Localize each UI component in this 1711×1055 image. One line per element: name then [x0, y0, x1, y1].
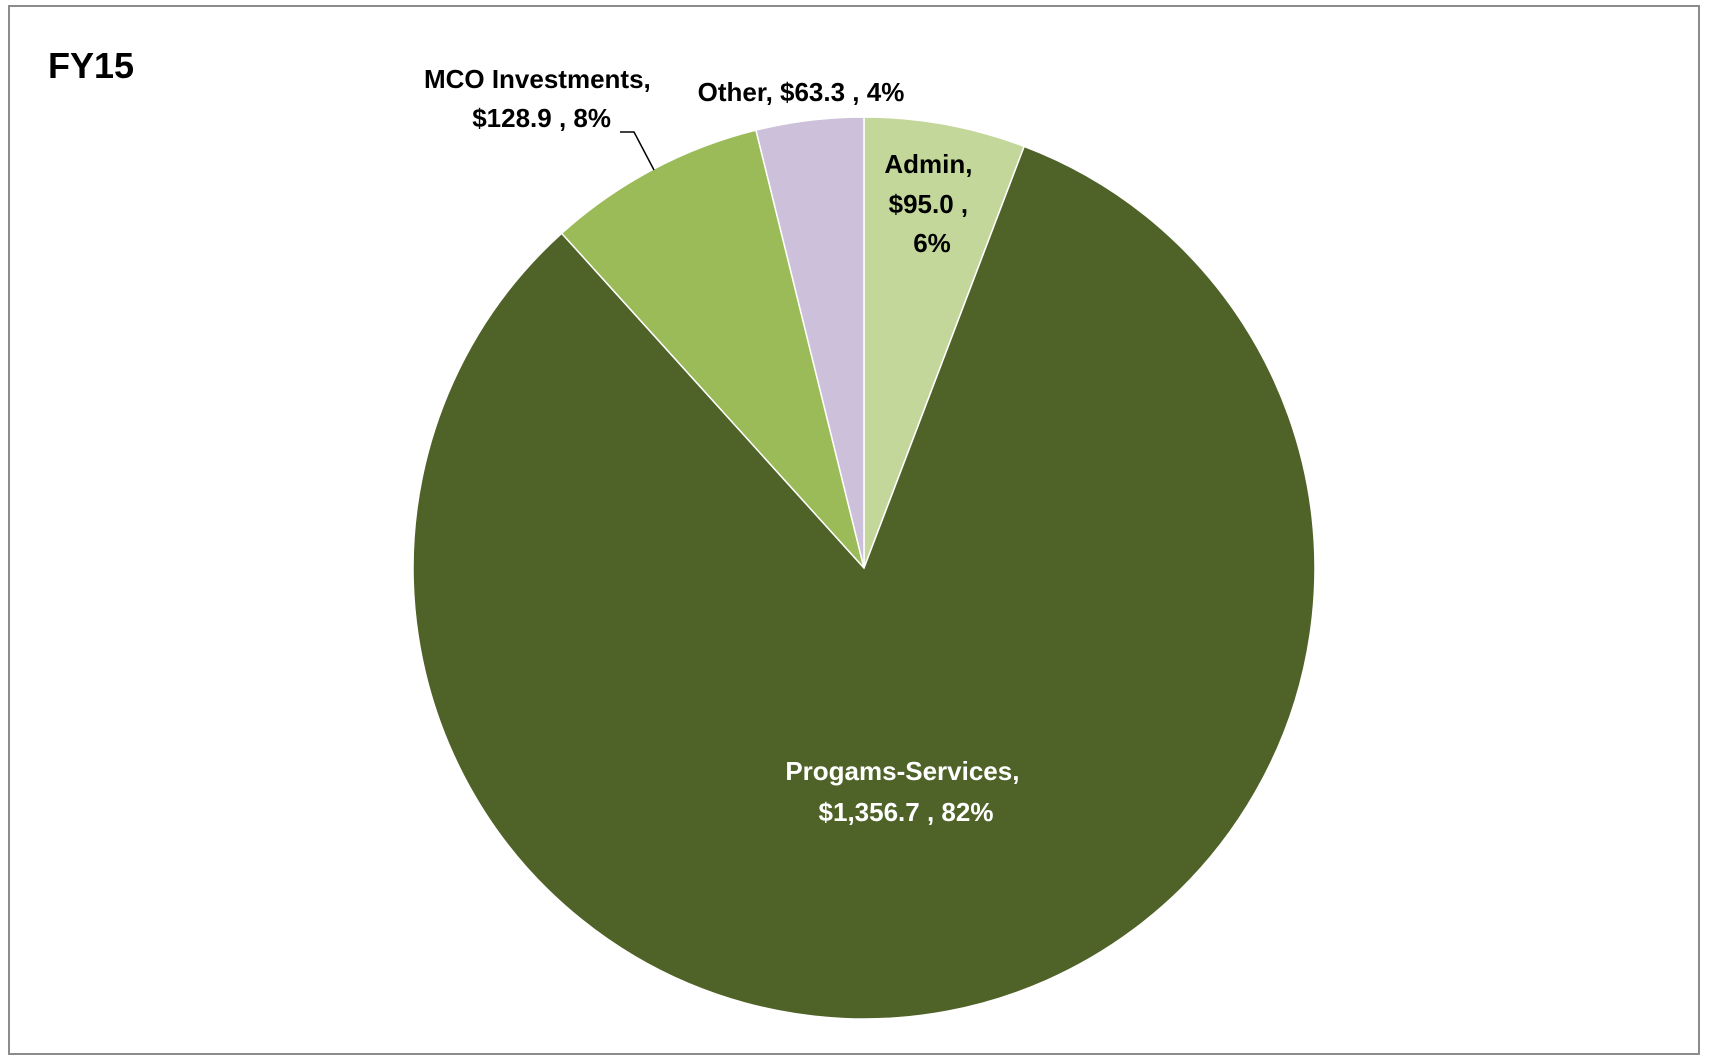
label-other: Other, $63.3 , 4%: [698, 77, 905, 107]
label-programs-services: Progams-Services, $1,356.7 , 82%: [785, 756, 1026, 827]
pie-slice-admin: [863, 116, 1026, 569]
label-admin-line-3: 6%: [913, 228, 951, 258]
label-programs-line-2: $1,356.7 , 82%: [819, 797, 994, 827]
chart-title: FY15: [48, 45, 134, 86]
label-admin: Admin, $95.0 , 6%: [884, 149, 979, 258]
label-programs-line-1: Progams-Services,: [785, 756, 1019, 786]
label-mco-line-2: $128.9 , 8%: [472, 103, 611, 133]
mco-leader-line: [620, 131, 655, 171]
label-mco-line-1: MCO Investments,: [424, 64, 651, 94]
label-other-line-1: Other, $63.3 , 4%: [698, 77, 905, 107]
pie-slice-progams-services: [412, 145, 1316, 1020]
label-admin-line-2: $95.0 ,: [889, 189, 969, 219]
label-admin-line-1: Admin,: [884, 149, 972, 179]
pie-slice-other: [755, 116, 865, 569]
pie-slice-mco-investments: [560, 129, 865, 569]
label-mco-investments: MCO Investments, $128.9 , 8%: [424, 64, 658, 133]
pie-slices: [412, 116, 1316, 1020]
